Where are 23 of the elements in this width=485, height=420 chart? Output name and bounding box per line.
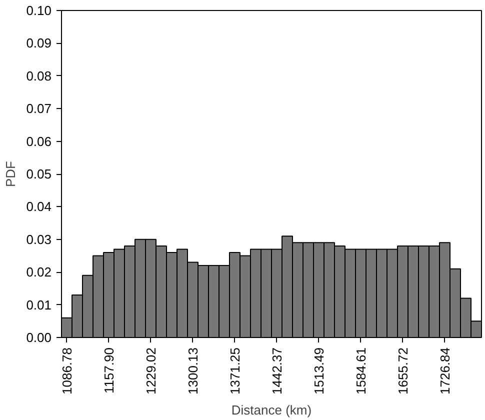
- x-tick-label: 1300.13: [185, 347, 200, 394]
- x-tick-label: 1086.78: [59, 347, 74, 394]
- x-tick-label: 1371.25: [227, 347, 242, 394]
- x-tick-label: 1442.37: [269, 347, 284, 394]
- y-tick-label: 0.01: [26, 297, 52, 312]
- y-tick-label: 0.08: [26, 68, 52, 84]
- x-tick-label: 1513.49: [311, 347, 326, 394]
- y-tick-label: 0.02: [26, 264, 52, 280]
- x-tick-label: 1655.72: [395, 347, 410, 394]
- y-tick-label: 0.07: [26, 101, 52, 116]
- y-axis-title: PDF: [3, 160, 18, 187]
- y-tick-label: 0.04: [26, 199, 52, 214]
- x-tick-label: 1229.02: [143, 347, 158, 394]
- y-tick-label: 0.10: [26, 3, 52, 18]
- x-tick-label: 1584.61: [353, 347, 368, 394]
- y-tick-label: 0.00: [26, 330, 52, 345]
- y-tick-label: 0.06: [26, 134, 52, 149]
- x-axis-title: Distance (km): [231, 402, 312, 418]
- x-tick-label: 1726.84: [437, 347, 452, 394]
- y-tick-label: 0.09: [26, 36, 52, 51]
- y-tick-label: 0.05: [26, 166, 52, 182]
- x-tick-label: 1157.90: [101, 347, 116, 394]
- y-tick-label: 0.03: [26, 232, 52, 247]
